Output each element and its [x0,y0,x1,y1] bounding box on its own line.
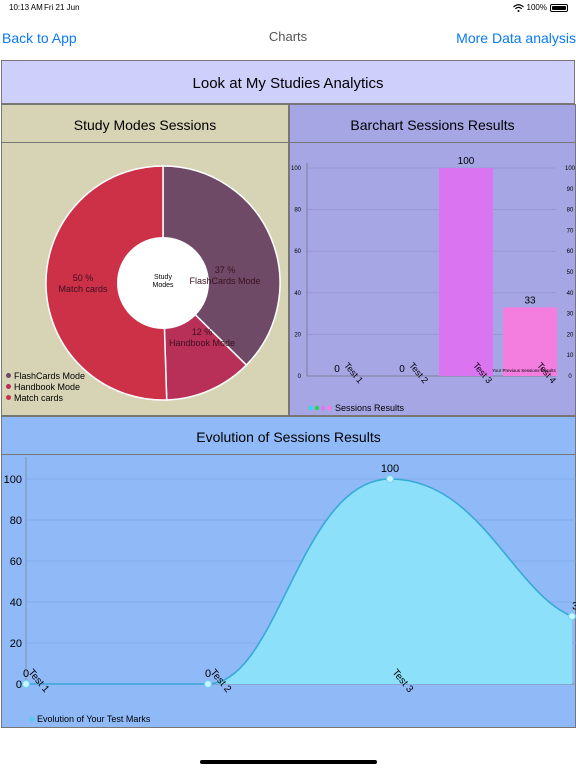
analytics-title-panel: Look at My Studies Analytics [1,60,575,104]
bar-value-label: 100 [458,156,475,167]
area-y-tick-label: 60 [10,556,22,568]
legend-item-flashcards: FlashCards Mode [6,370,85,381]
legend-label: FlashCards Mode [14,370,86,381]
area-point [386,475,394,483]
area-value-label: 0 [23,668,29,680]
status-date: Fri 21 Jun [44,3,80,12]
area-legend-dot-icon [29,716,35,722]
bar-value-label: 0 [399,364,405,375]
evolution-header: Evolution of Sessions Results [2,417,575,455]
area-value-label: 100 [381,463,399,475]
bar-left-tick-label: 60 [294,249,301,255]
donut-slice-label-match-cards: Match cards [58,284,108,294]
bar-legend-dot-icon [326,405,332,411]
bar-legend-dot-icon [314,405,320,411]
bar-test-4 [503,307,557,376]
home-indicator [200,760,377,764]
area-fill [26,479,572,684]
area-y-tick-label: 100 [4,474,22,486]
area-value-label: 33 [572,600,576,612]
battery-percent: 100% [526,3,547,12]
bar-left-tick-label: 20 [294,332,301,338]
bar-legend-dot-icon [308,405,314,411]
legend-label: Match cards [14,392,64,403]
area-legend-label: Evolution of Your Test Marks [37,714,151,724]
evolution-panel: Evolution of Sessions Results 0 20 40 60 80 1… [1,416,576,728]
area-line [26,478,573,685]
bar-right-tick-label: 20 [567,332,574,338]
bar-right-tick-label: 100 [565,166,576,172]
bar-category-label: Test 1 [342,360,365,385]
bar-category-label: Test 2 [407,360,430,385]
back-to-app-button[interactable]: Back to App [2,30,77,46]
donut-slice-match-cards [45,165,168,401]
barchart-header: Barchart Sessions Results [290,105,575,143]
donut-slice-label-handbook: Handbook Mode [169,338,235,348]
area-point [22,680,30,688]
bar-right-tick-label: 10 [567,353,574,359]
evolution-title: Evolution of Sessions Results [196,429,381,445]
bar-legend-label: Sessions Results [335,403,405,413]
bar-value-label: 0 [334,364,340,375]
legend-item-match-cards: Match cards [6,392,85,403]
status-time: 10:13 AM [9,3,43,12]
donut-center-line-2: Modes [152,282,174,289]
donut-slice-flashcards [162,165,281,367]
donut-slice-label-flashcards: FlashCards Mode [189,276,260,286]
area-y-tick-label: 40 [10,597,22,609]
bar-right-tick-label: 70 [567,228,574,234]
area-category-label: Test 1 [26,667,52,695]
legend-label: Handbook Mode [14,381,81,392]
bar-right-tick-label: 90 [567,187,574,193]
legend-dot-icon [6,373,11,378]
bar-right-tick-label: 40 [567,291,574,297]
bar-left-tick-label: 80 [294,208,301,214]
bar-right-tick-label: 50 [567,270,574,276]
bar-left-tick-label: 100 [291,166,302,172]
donut-hole [117,237,209,329]
bar-right-tick-label: 60 [567,249,574,255]
nav-title: Charts [268,29,308,44]
legend-item-handbook: Handbook Mode [6,381,85,392]
area-point [204,680,212,688]
bar-right-tick-label: 80 [567,208,574,214]
study-modes-header: Study Modes Sessions [2,105,288,143]
study-modes-title: Study Modes Sessions [73,117,217,133]
bar-right-tick-label: 0 [568,374,572,380]
legend-dot-icon [6,384,11,389]
barchart-title: Barchart Sessions Results [350,117,515,133]
status-bar: 10:13 AM Fri 21 Jun 100% [0,0,576,16]
barchart-panel: Barchart Sessions Results 0 20 40 60 80 100 0 1… [289,104,576,416]
area-point [568,612,576,621]
bar-left-tick-label: 40 [294,291,301,297]
bar-legend-dot-icon [320,405,326,411]
navigation-bar: Back to App Charts More Data analysis [0,20,576,58]
wifi-icon [512,3,524,12]
study-modes-donut-chart: Study Modes 37 %FlashCards Mode 12 %Handb… [45,165,281,401]
bar-annotation: Your Previous Sessions Results [492,368,556,373]
bar-left-tick-label: 0 [298,374,302,380]
area-y-tick-label: 0 [16,679,22,691]
area-y-tick-label: 20 [10,638,22,650]
battery-icon [550,3,568,12]
donut-center-line-1: Study [154,274,172,281]
donut-slice-percent-match-cards: 50 % [73,273,94,283]
area-value-label: 0 [205,668,211,680]
bar-right-tick-label: 30 [567,312,574,318]
page-title: Look at My Studies Analytics [192,75,384,92]
area-y-tick-label: 80 [10,515,22,527]
status-indicators: 100% [512,3,568,12]
donut-slice-percent-flashcards: 37 % [215,265,236,275]
legend-dot-icon [6,395,11,400]
donut-slice-percent-handbook: 12 % [192,327,213,337]
study-modes-legend: FlashCards Mode Handbook Mode Match cards [6,370,85,403]
bar-test-3 [439,168,493,376]
more-data-analysis-button[interactable]: More Data analysis [456,30,576,46]
bar-value-label: 33 [524,295,536,306]
study-modes-panel: Study Modes Sessions Study Modes 37 % Fla… [1,104,289,416]
